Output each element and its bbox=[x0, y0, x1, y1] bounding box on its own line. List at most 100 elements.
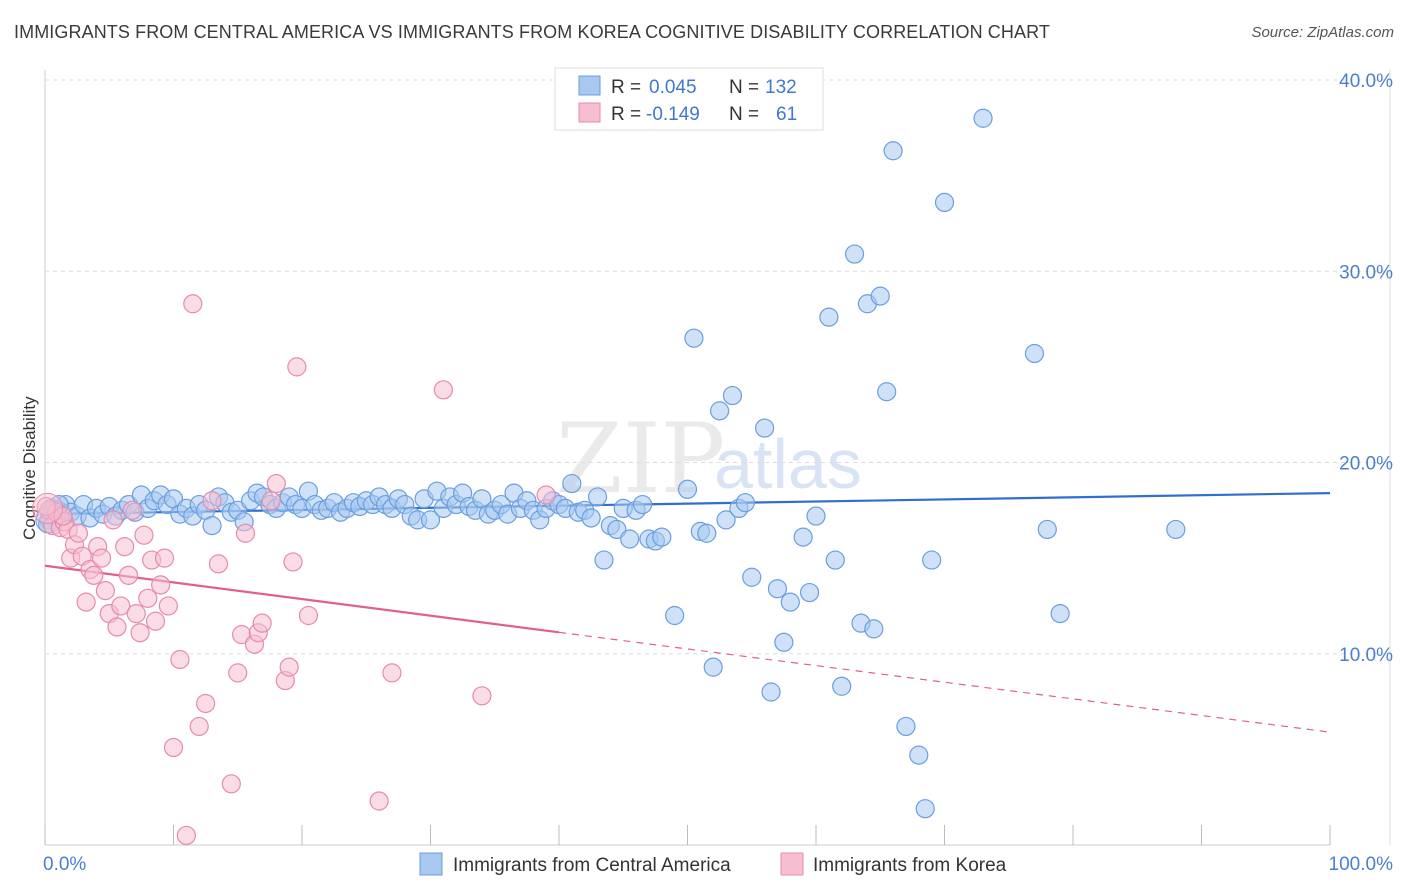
data-point bbox=[107, 617, 127, 637]
data-point bbox=[1037, 519, 1057, 540]
data-point bbox=[472, 686, 492, 706]
data-point bbox=[189, 716, 209, 737]
data-point bbox=[283, 552, 303, 572]
data-point bbox=[735, 493, 755, 513]
data-point bbox=[111, 596, 131, 616]
data-point bbox=[620, 529, 640, 549]
data-point bbox=[433, 380, 453, 400]
data-point bbox=[767, 579, 788, 599]
legend-n-label-2: N = bbox=[729, 104, 759, 125]
trend-line-korea-extrapolated bbox=[558, 631, 1331, 733]
data-point bbox=[202, 516, 222, 536]
data-point bbox=[91, 548, 112, 568]
data-point bbox=[68, 523, 89, 543]
data-point bbox=[158, 596, 178, 616]
data-point bbox=[806, 506, 826, 526]
data-point bbox=[103, 510, 123, 530]
data-point bbox=[130, 623, 150, 643]
data-point bbox=[722, 385, 743, 406]
data-point bbox=[562, 473, 582, 494]
data-point bbox=[126, 603, 146, 624]
data-point bbox=[793, 527, 813, 547]
data-point bbox=[266, 473, 286, 494]
data-point bbox=[877, 382, 897, 402]
data-point bbox=[922, 550, 942, 570]
bottom-legend-label-korea: Immigrants from Korea bbox=[813, 855, 1007, 876]
data-point bbox=[832, 676, 852, 696]
data-point bbox=[228, 663, 248, 683]
x-tick-label: 100.0% bbox=[1329, 854, 1394, 875]
data-point bbox=[84, 565, 104, 585]
gridlines bbox=[45, 79, 1390, 655]
data-point bbox=[95, 581, 115, 601]
data-point bbox=[145, 611, 166, 631]
chart-title: IMMIGRANTS FROM CENTRAL AMERICA VS IMMIG… bbox=[14, 22, 1050, 42]
y-tick-labels: 10.0% 20.0% 30.0% 40.0% bbox=[1339, 71, 1393, 666]
y-axis-label: Cognitive Disability bbox=[20, 396, 39, 540]
data-point bbox=[915, 799, 935, 819]
data-point bbox=[909, 745, 929, 765]
data-point bbox=[1024, 343, 1045, 364]
data-point bbox=[163, 737, 184, 758]
legend-n-label-1: N = bbox=[729, 77, 759, 98]
y-tick-label: 20.0% bbox=[1339, 454, 1393, 475]
data-point bbox=[754, 418, 775, 438]
data-point bbox=[677, 479, 698, 499]
data-point bbox=[864, 619, 884, 639]
series-legend: Immigrants from Central America Immigran… bbox=[419, 852, 1007, 876]
data-point bbox=[170, 649, 190, 670]
data-point bbox=[1166, 519, 1186, 540]
data-point bbox=[134, 525, 154, 545]
y-tick-label: 10.0% bbox=[1339, 645, 1393, 666]
bottom-legend-label-central-america: Immigrants from Central America bbox=[453, 855, 731, 876]
y-tick-label: 30.0% bbox=[1339, 262, 1393, 283]
data-point bbox=[176, 825, 196, 846]
legend-n-value-1: 132 bbox=[765, 77, 797, 98]
data-point bbox=[819, 307, 839, 327]
bottom-legend-swatch-pink bbox=[780, 852, 804, 876]
legend-swatch-blue bbox=[578, 75, 601, 96]
data-point bbox=[870, 286, 890, 306]
data-point bbox=[684, 328, 704, 348]
data-point bbox=[844, 244, 865, 264]
data-point bbox=[742, 567, 762, 587]
data-point bbox=[780, 592, 800, 612]
watermark-atlas: atlas bbox=[714, 425, 862, 503]
data-point bbox=[536, 485, 556, 505]
data-point bbox=[632, 494, 653, 515]
legend-n-value-2: 61 bbox=[776, 104, 797, 125]
data-point bbox=[825, 550, 845, 570]
data-point bbox=[36, 496, 56, 517]
data-point bbox=[973, 108, 993, 128]
x-tick-labels: 0.0% 100.0% bbox=[43, 854, 1393, 875]
data-point bbox=[369, 791, 389, 811]
data-point bbox=[774, 632, 794, 652]
x-tick-label: 0.0% bbox=[43, 854, 86, 875]
data-point bbox=[716, 510, 736, 530]
data-point bbox=[710, 401, 730, 421]
legend-r-value-2: -0.149 bbox=[646, 104, 700, 125]
data-point bbox=[183, 294, 203, 314]
data-point bbox=[652, 527, 672, 547]
legend-r-label-1: R = bbox=[611, 77, 641, 98]
data-point bbox=[1050, 603, 1070, 624]
data-point bbox=[32, 492, 64, 524]
data-point bbox=[154, 548, 175, 568]
data-point bbox=[138, 588, 158, 608]
data-point bbox=[151, 575, 171, 595]
data-point bbox=[208, 554, 229, 574]
data-point bbox=[594, 550, 614, 570]
legend-r-label-2: R = bbox=[611, 104, 641, 125]
data-point bbox=[287, 357, 307, 377]
data-point bbox=[76, 592, 96, 612]
data-point bbox=[279, 657, 299, 677]
correlation-legend: R = 0.045 N = 132 R = -0.149 N = 61 bbox=[554, 67, 824, 131]
data-point bbox=[202, 491, 222, 511]
trend-line-central-america bbox=[44, 492, 1331, 516]
data-point bbox=[221, 774, 241, 794]
data-point bbox=[252, 613, 272, 633]
data-point bbox=[799, 582, 820, 603]
data-point bbox=[298, 605, 319, 626]
data-point bbox=[118, 565, 139, 585]
